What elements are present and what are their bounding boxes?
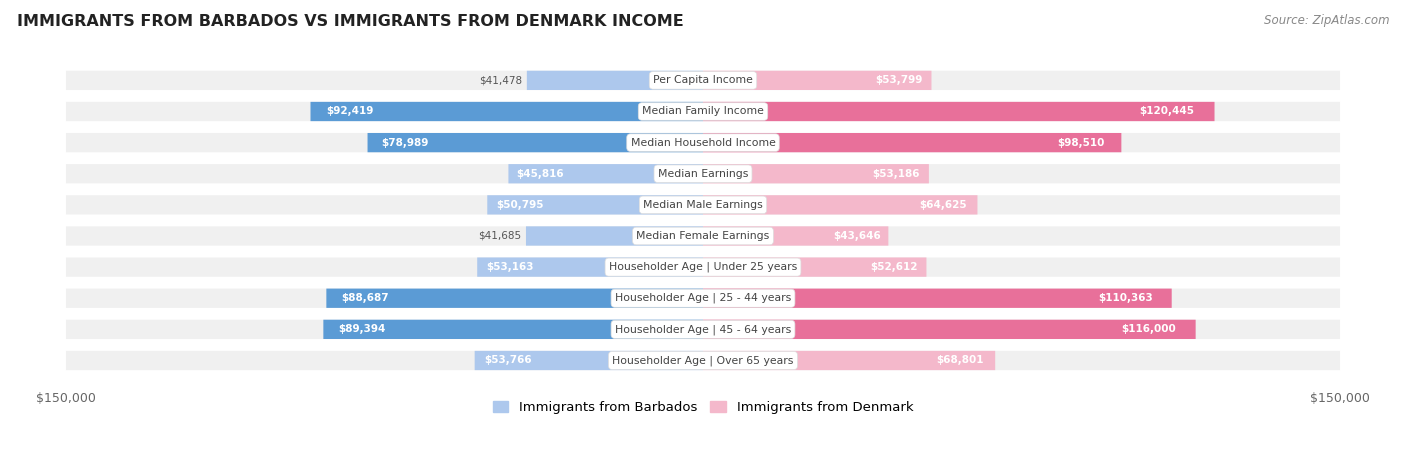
FancyBboxPatch shape <box>488 195 703 214</box>
Text: Householder Age | Under 25 years: Householder Age | Under 25 years <box>609 262 797 272</box>
FancyBboxPatch shape <box>311 102 703 121</box>
Text: $53,766: $53,766 <box>484 355 531 366</box>
Text: Median Family Income: Median Family Income <box>643 106 763 116</box>
FancyBboxPatch shape <box>66 71 1340 90</box>
Text: $53,163: $53,163 <box>486 262 534 272</box>
FancyBboxPatch shape <box>703 226 889 246</box>
Text: Per Capita Income: Per Capita Income <box>652 75 754 85</box>
Text: Householder Age | 45 - 64 years: Householder Age | 45 - 64 years <box>614 324 792 335</box>
Text: $52,612: $52,612 <box>870 262 918 272</box>
Text: $120,445: $120,445 <box>1139 106 1194 116</box>
Text: $41,478: $41,478 <box>478 75 522 85</box>
Text: $78,989: $78,989 <box>381 138 429 148</box>
Text: $68,801: $68,801 <box>936 355 984 366</box>
Text: $41,685: $41,685 <box>478 231 520 241</box>
FancyBboxPatch shape <box>703 289 1171 308</box>
FancyBboxPatch shape <box>475 351 703 370</box>
FancyBboxPatch shape <box>527 71 703 90</box>
FancyBboxPatch shape <box>703 71 932 90</box>
FancyBboxPatch shape <box>66 102 1340 121</box>
FancyBboxPatch shape <box>703 351 995 370</box>
Text: Median Male Earnings: Median Male Earnings <box>643 200 763 210</box>
FancyBboxPatch shape <box>703 195 977 214</box>
FancyBboxPatch shape <box>703 133 1122 152</box>
Text: $116,000: $116,000 <box>1121 325 1175 334</box>
FancyBboxPatch shape <box>703 257 927 277</box>
Text: Median Female Earnings: Median Female Earnings <box>637 231 769 241</box>
FancyBboxPatch shape <box>66 289 1340 308</box>
FancyBboxPatch shape <box>66 226 1340 246</box>
FancyBboxPatch shape <box>509 164 703 184</box>
Text: Householder Age | 25 - 44 years: Householder Age | 25 - 44 years <box>614 293 792 304</box>
Text: $92,419: $92,419 <box>326 106 374 116</box>
FancyBboxPatch shape <box>477 257 703 277</box>
Text: Householder Age | Over 65 years: Householder Age | Over 65 years <box>612 355 794 366</box>
FancyBboxPatch shape <box>66 320 1340 339</box>
FancyBboxPatch shape <box>66 164 1340 184</box>
Text: $89,394: $89,394 <box>339 325 385 334</box>
Text: $43,646: $43,646 <box>834 231 882 241</box>
Legend: Immigrants from Barbados, Immigrants from Denmark: Immigrants from Barbados, Immigrants fro… <box>488 396 918 420</box>
Text: IMMIGRANTS FROM BARBADOS VS IMMIGRANTS FROM DENMARK INCOME: IMMIGRANTS FROM BARBADOS VS IMMIGRANTS F… <box>17 14 683 29</box>
Text: $88,687: $88,687 <box>342 293 389 303</box>
FancyBboxPatch shape <box>66 133 1340 152</box>
FancyBboxPatch shape <box>323 320 703 339</box>
Text: $110,363: $110,363 <box>1098 293 1153 303</box>
FancyBboxPatch shape <box>703 320 1195 339</box>
FancyBboxPatch shape <box>66 351 1340 370</box>
Text: Median Household Income: Median Household Income <box>630 138 776 148</box>
Text: Source: ZipAtlas.com: Source: ZipAtlas.com <box>1264 14 1389 27</box>
Text: $50,795: $50,795 <box>496 200 543 210</box>
Text: Median Earnings: Median Earnings <box>658 169 748 179</box>
Text: $53,799: $53,799 <box>875 75 922 85</box>
Text: $64,625: $64,625 <box>920 200 966 210</box>
FancyBboxPatch shape <box>703 164 929 184</box>
FancyBboxPatch shape <box>703 102 1215 121</box>
FancyBboxPatch shape <box>367 133 703 152</box>
FancyBboxPatch shape <box>526 226 703 246</box>
Text: $45,816: $45,816 <box>516 169 564 179</box>
FancyBboxPatch shape <box>326 289 703 308</box>
Text: $53,186: $53,186 <box>872 169 920 179</box>
FancyBboxPatch shape <box>66 257 1340 277</box>
Text: $98,510: $98,510 <box>1057 138 1105 148</box>
FancyBboxPatch shape <box>66 195 1340 214</box>
